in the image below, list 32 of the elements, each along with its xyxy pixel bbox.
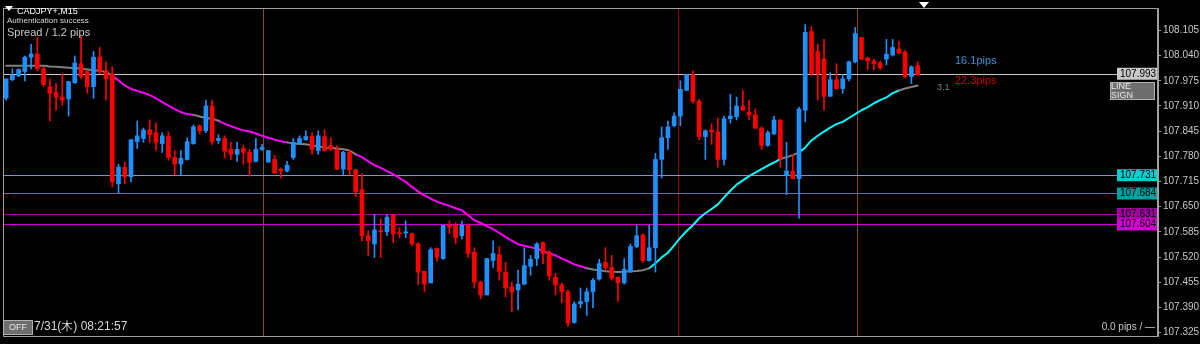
y-tick-label: 107.390: [1163, 301, 1200, 313]
y-tick-label: 108.105: [1163, 24, 1200, 36]
annotation: Spread / 1.2 pips: [7, 26, 91, 39]
candlestick: [365, 230, 371, 256]
ref-line-label: 107.993: [1120, 67, 1157, 79]
annotation: 3.1: [937, 82, 950, 93]
y-tick-label: 107.780: [1163, 150, 1200, 162]
ref-line-label: 107.631: [1120, 207, 1157, 219]
y-tick-label: 107.845: [1163, 124, 1200, 136]
annotation: 22.3pips: [955, 74, 997, 87]
y-tick-label: 107.325: [1163, 326, 1200, 338]
annotation: Authentication success: [7, 16, 89, 26]
chart-title: CADJPY+,M15: [17, 6, 78, 17]
y-tick-label: 107.455: [1163, 275, 1200, 287]
candlestick: [147, 119, 153, 143]
ref-line-label: 107.684: [1120, 187, 1157, 199]
candlestick: [740, 90, 746, 111]
annotation: 7/31(木) 08:21:57: [34, 319, 128, 334]
y-tick-label: 107.975: [1163, 74, 1200, 86]
candlestick: [47, 78, 53, 122]
ref-line-label: 107.604: [1120, 218, 1157, 230]
y-tick-label: 107.585: [1163, 225, 1200, 237]
y-tick-label: 107.650: [1163, 200, 1200, 212]
annotation: 0.0 pips / —: [1101, 321, 1155, 332]
y-tick-label: 107.715: [1163, 175, 1200, 187]
y-tick-label: 107.520: [1163, 250, 1200, 262]
y-tick-label: 108.040: [1163, 49, 1200, 61]
annotation: 16.1pips: [955, 54, 997, 67]
ref-line-label: 107.731: [1120, 169, 1157, 181]
y-tick-label: 107.910: [1163, 99, 1200, 111]
annotation: OFF: [3, 320, 33, 335]
annotation: LINE SIGN: [1110, 81, 1155, 100]
